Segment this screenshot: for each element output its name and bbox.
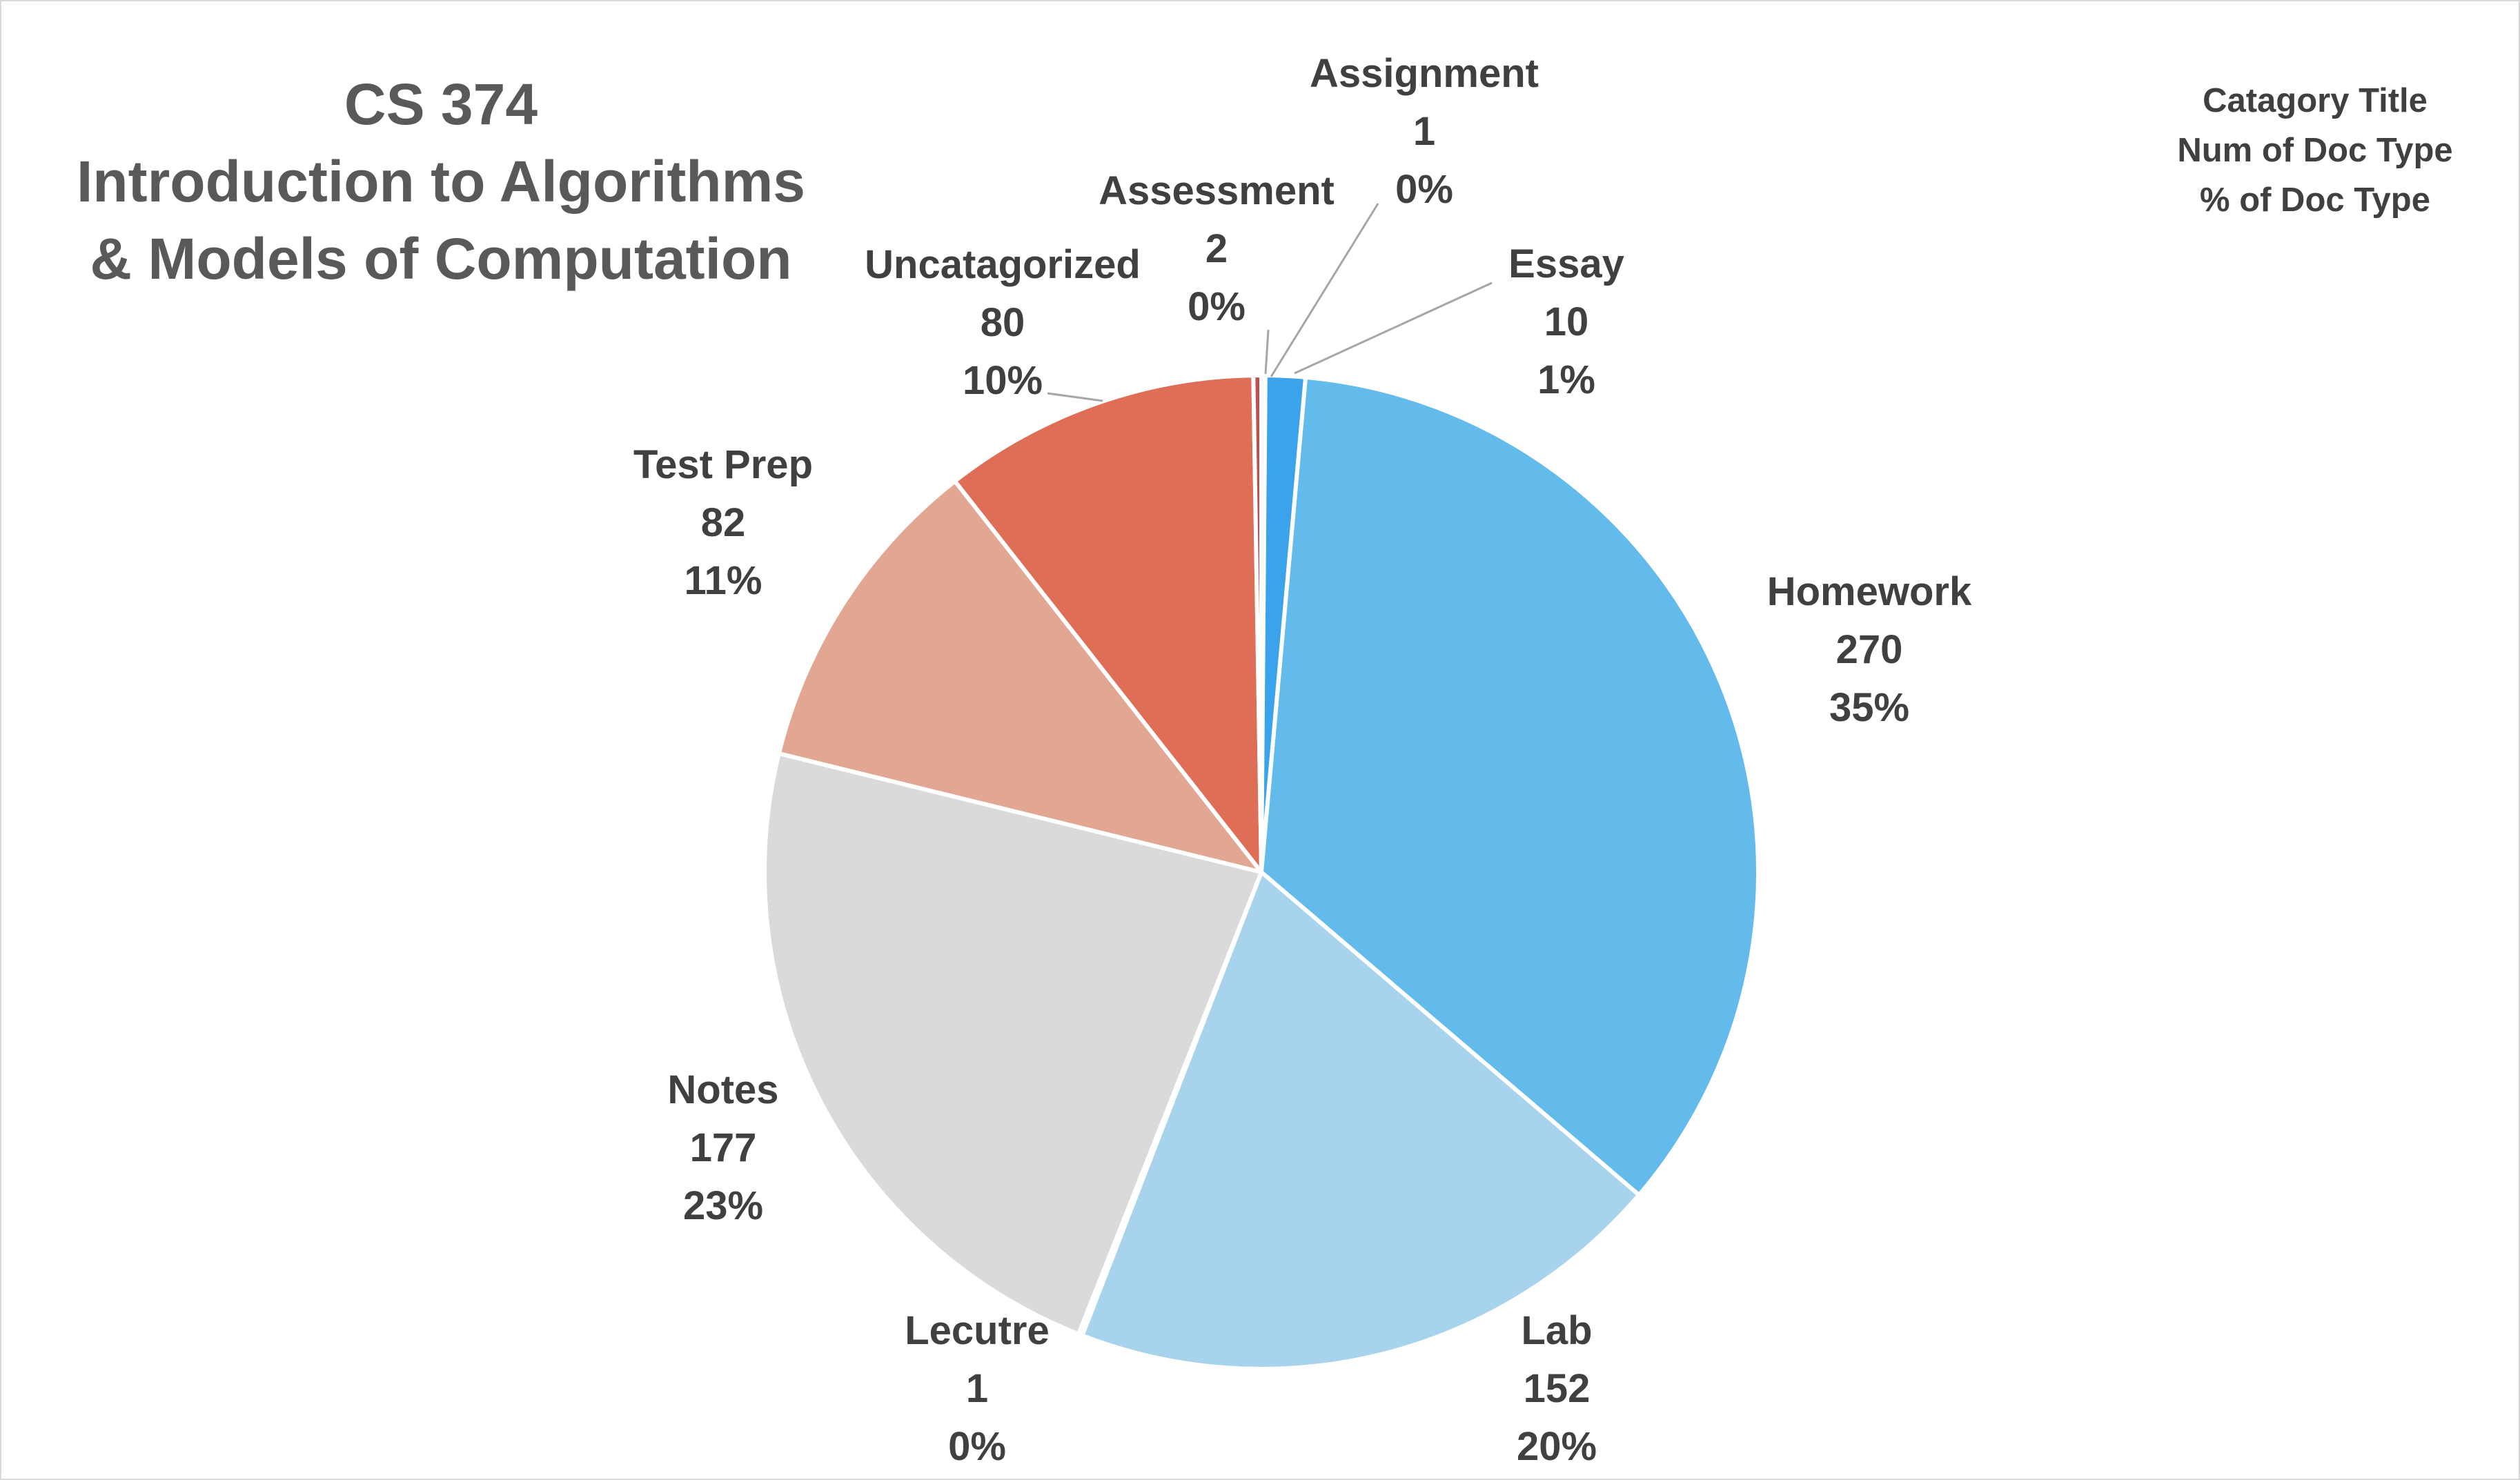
pie-slice-test-prep <box>776 479 1263 874</box>
data-label-uncatagorized-count: 80 <box>981 300 1025 345</box>
data-label-assignment-category: Assignment <box>1310 51 1539 96</box>
data-label-notes-percent: 23% <box>683 1183 763 1228</box>
data-label-notes-category: Notes <box>667 1067 778 1112</box>
data-label-essay-count: 10 <box>1544 299 1589 344</box>
data-label-assignment-percent: 0% <box>1395 167 1453 212</box>
pie-slice-assessment <box>1251 373 1263 874</box>
pie-slice-homework <box>1259 375 1761 1197</box>
leader-lines <box>1047 203 1493 402</box>
pie-slices <box>762 373 1761 1372</box>
data-label-lab-count: 152 <box>1524 1366 1591 1411</box>
data-label-essay-percent: 1% <box>1537 357 1595 402</box>
leader-line-essay <box>1294 282 1493 375</box>
legend-note-line-1: Catagory Title <box>2203 82 2428 119</box>
slice-labels: Assignment10%Essay101%Homework27035%Lab1… <box>633 51 1972 1469</box>
data-label-test-prep-percent: 11% <box>685 558 762 603</box>
pie-slice-notes <box>762 751 1263 1336</box>
leader-line-assessment <box>1264 329 1270 375</box>
data-label-lecutre-count: 1 <box>966 1366 988 1411</box>
data-label-assignment-count: 1 <box>1413 109 1435 154</box>
data-label-notes-count: 177 <box>690 1125 757 1170</box>
leader-line-uncatagorized <box>1047 392 1103 402</box>
data-label-uncatagorized-category: Uncatagorized <box>865 242 1141 287</box>
leader-line-assignment <box>1270 203 1379 377</box>
chart-title-line-3: & Models of Computation <box>90 226 791 291</box>
chart-title-line-2: Introduction to Algorithms <box>77 149 805 214</box>
pie-slice-lab <box>1080 870 1642 1372</box>
pie-slice-uncatagorized <box>952 373 1263 874</box>
data-label-homework-category: Homework <box>1767 569 1972 614</box>
legend-note-line-2: Num of Doc Type <box>2177 132 2452 169</box>
data-label-lecutre-percent: 0% <box>948 1424 1006 1469</box>
data-label-uncatagorized-percent: 10% <box>963 358 1043 403</box>
legend-note: Catagory Title Num of Doc Type % of Doc … <box>2177 82 2452 219</box>
data-label-test-prep-count: 82 <box>701 500 746 545</box>
data-label-essay-category: Essay <box>1508 241 1624 286</box>
data-label-assessment-count: 2 <box>1205 226 1228 271</box>
data-label-test-prep-category: Test Prep <box>633 442 813 487</box>
data-label-homework-percent: 35% <box>1829 685 1909 730</box>
data-label-lab-category: Lab <box>1521 1308 1592 1353</box>
legend-note-line-3: % of Doc Type <box>2200 181 2430 219</box>
chart-title: CS 374 Introduction to Algorithms & Mode… <box>77 72 805 291</box>
data-label-lab-percent: 20% <box>1517 1424 1597 1469</box>
data-label-assessment-category: Assessment <box>1099 168 1335 213</box>
data-label-assessment-percent: 0% <box>1188 284 1246 329</box>
data-label-homework-count: 270 <box>1836 627 1903 672</box>
data-label-lecutre-category: Lecutre <box>905 1308 1050 1353</box>
chart-title-line-1: CS 374 <box>344 72 538 137</box>
